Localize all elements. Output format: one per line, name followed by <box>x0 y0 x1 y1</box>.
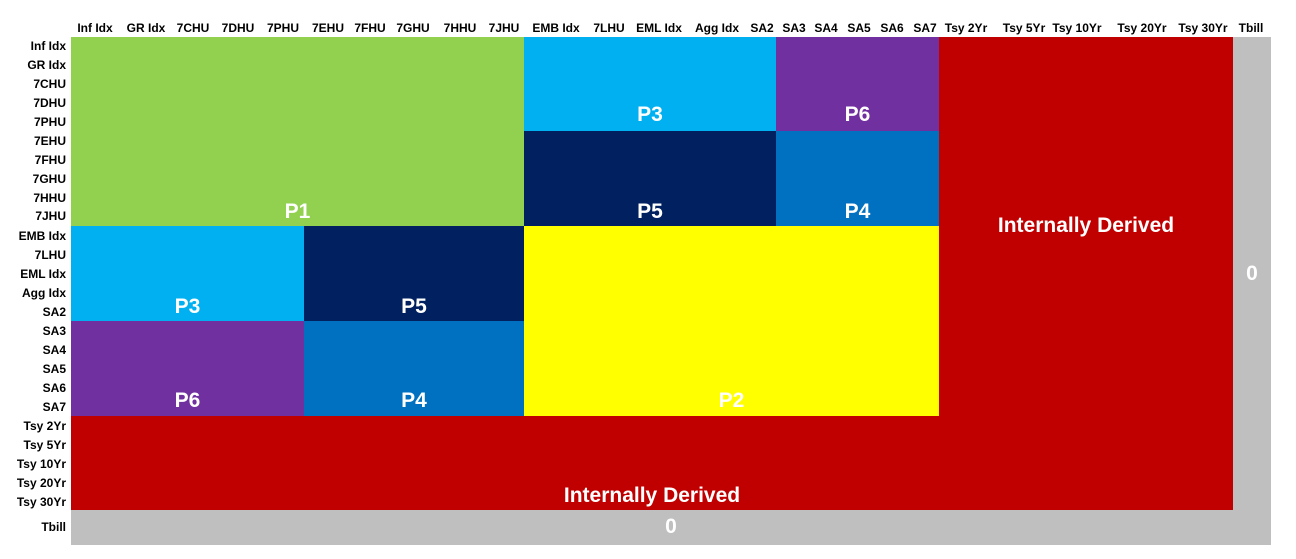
block-internally-derived-bottom: Internally Derived <box>71 416 1233 510</box>
column-header: Tsy 30Yr <box>1178 21 1228 35</box>
row-header: SA6 <box>42 381 66 395</box>
column-header: SA6 <box>880 21 904 35</box>
row-header: Tsy 5Yr <box>23 438 66 452</box>
block-p2: P2 <box>524 226 939 416</box>
block-zero-right-label: 0 <box>1246 262 1258 285</box>
column-header: Agg Idx <box>695 21 739 35</box>
row-header: Tsy 10Yr <box>16 457 66 471</box>
column-header: SA7 <box>913 21 937 35</box>
block-p6-left-label: P6 <box>174 389 201 412</box>
column-header: 7CHU <box>176 21 210 35</box>
row-header: SA7 <box>42 400 66 414</box>
row-header: Tsy 30Yr <box>16 495 66 509</box>
column-header: SA5 <box>847 21 871 35</box>
column-header: GR Idx <box>126 21 166 35</box>
column-header: Tsy 5Yr <box>1002 21 1046 35</box>
row-header: Agg Idx <box>22 286 66 300</box>
block-internally-derived-right: Internally Derived <box>939 37 1233 416</box>
column-header: EML Idx <box>636 21 682 35</box>
row-header: 7EHU <box>33 134 66 148</box>
row-header: 7CHU <box>33 77 66 91</box>
row-header: SA3 <box>42 324 66 338</box>
block-p3-top: P3 <box>524 37 776 131</box>
column-header: 7EHU <box>311 21 344 35</box>
column-header: Tsy 20Yr <box>1117 21 1167 35</box>
block-p1-label: P1 <box>284 200 311 223</box>
block-zero-bottom-label: 0 <box>665 515 677 538</box>
row-header: Tsy 2Yr <box>23 419 66 433</box>
row-header: 7FHU <box>34 153 66 167</box>
block-zero-right: 0 <box>1233 37 1271 510</box>
block-p6-left: P6 <box>71 321 304 416</box>
row-header: SA5 <box>42 362 66 376</box>
block-zero-bottom: 0 <box>71 510 1271 545</box>
row-header: SA4 <box>42 343 66 357</box>
block-p4-left: P4 <box>304 321 524 416</box>
block-p5-top-label: P5 <box>637 200 663 223</box>
column-header: 7PHU <box>266 21 299 35</box>
column-header: Tsy 2Yr <box>944 21 988 35</box>
block-p4-top: P4 <box>776 131 939 226</box>
block-p5-left: P5 <box>304 226 524 321</box>
block-p5-top: P5 <box>524 131 776 226</box>
column-header: 7FHU <box>354 21 386 35</box>
block-internally-derived-right-label: Internally Derived <box>997 214 1175 237</box>
row-header: Tsy 20Yr <box>16 476 66 490</box>
column-header: SA3 <box>782 21 806 35</box>
column-header: SA4 <box>814 21 838 35</box>
row-header: 7GHU <box>32 172 66 186</box>
block-p6-top-label: P6 <box>844 103 871 126</box>
column-header: Inf Idx <box>77 21 113 35</box>
row-header: GR Idx <box>27 58 66 72</box>
row-header: EML Idx <box>20 267 66 281</box>
block-p3-left: P3 <box>71 226 304 321</box>
row-header: SA2 <box>42 305 66 319</box>
row-header: 7DHU <box>33 96 66 110</box>
block-internally-derived-bottom-label: Internally Derived <box>563 484 741 507</box>
column-header: SA2 <box>750 21 774 35</box>
column-header: 7HHU <box>443 21 477 35</box>
column-header: Tbill <box>1238 21 1264 35</box>
column-header: Tsy 10Yr <box>1052 21 1102 35</box>
block-p2-label: P2 <box>718 389 745 412</box>
block-p4-left-label: P4 <box>401 389 427 412</box>
row-header: 7PHU <box>33 115 66 129</box>
row-header: Tbill <box>41 520 66 534</box>
block-p5-left-label: P5 <box>401 295 427 318</box>
block-p6-top: P6 <box>776 37 939 131</box>
block-p4-top-label: P4 <box>844 200 871 223</box>
column-header: 7JHU <box>488 21 520 35</box>
column-header: EMB Idx <box>532 21 580 35</box>
row-header: EMB Idx <box>18 229 66 243</box>
row-header: 7LHU <box>34 248 66 262</box>
column-header: 7DHU <box>221 21 255 35</box>
column-header: 7LHU <box>593 21 625 35</box>
row-header: 7JHU <box>35 209 66 223</box>
block-p3-top-label: P3 <box>637 103 663 126</box>
block-p1: P1 <box>71 37 524 226</box>
row-header: 7HHU <box>33 191 66 205</box>
column-header: 7GHU <box>396 21 430 35</box>
block-p3-left-label: P3 <box>174 295 201 318</box>
row-header: Inf Idx <box>30 39 66 53</box>
